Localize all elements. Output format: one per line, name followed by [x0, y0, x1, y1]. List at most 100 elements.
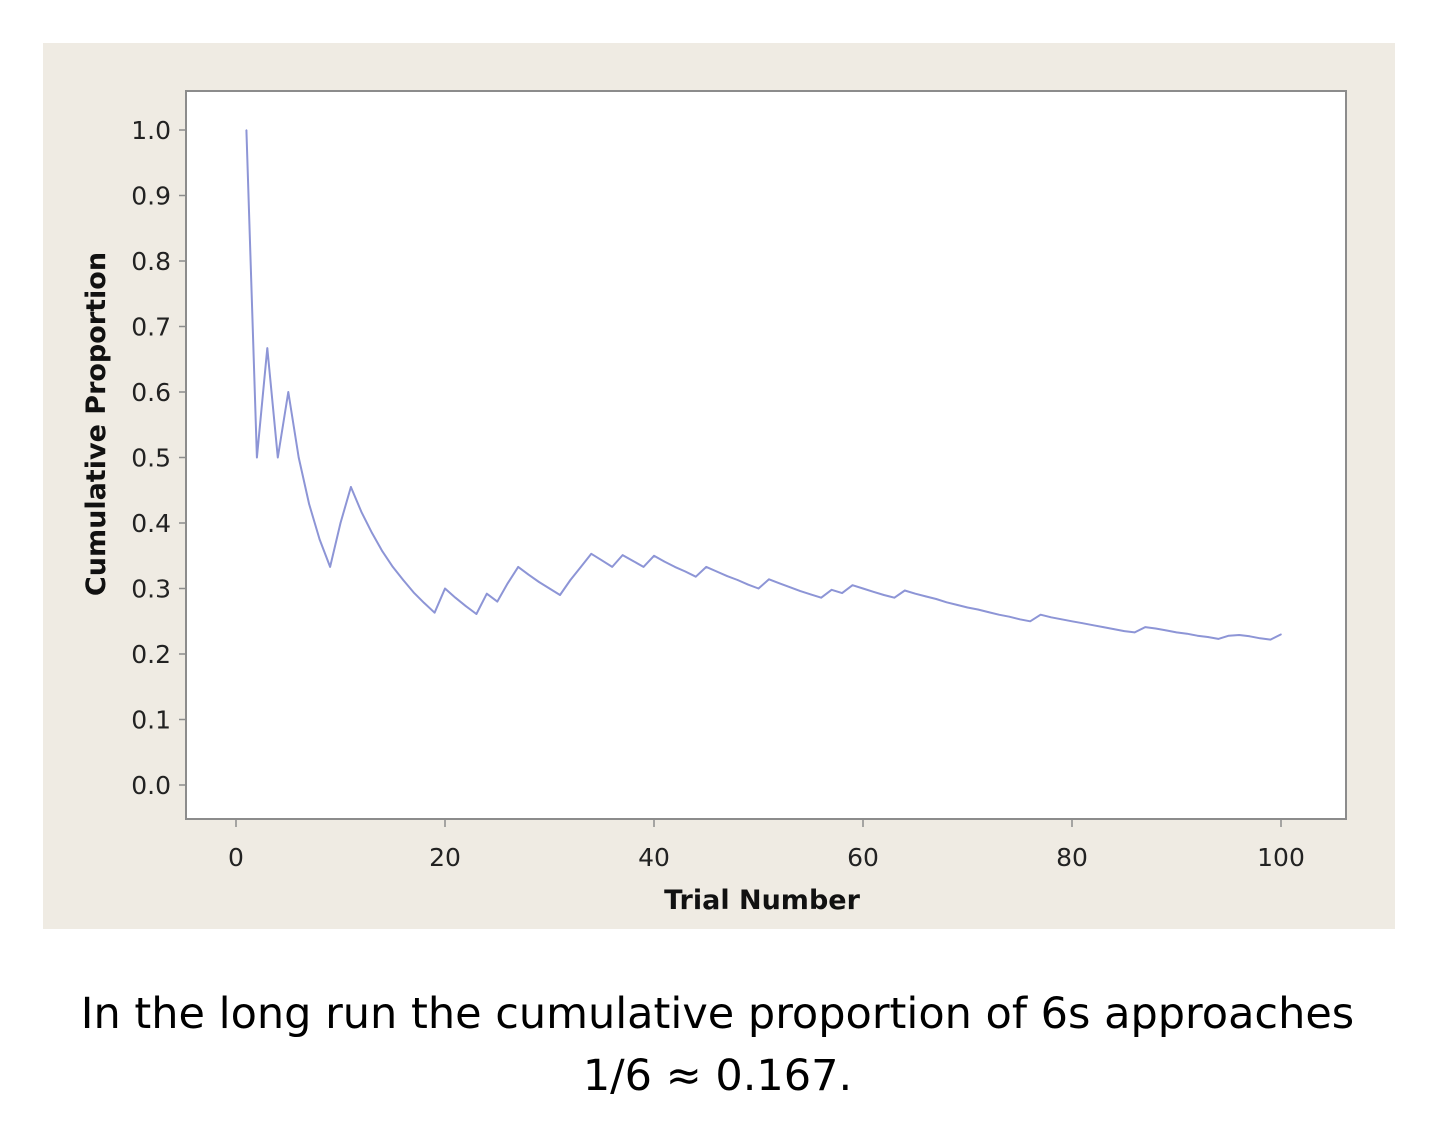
data-point: [1227, 634, 1230, 637]
data-point: [287, 391, 290, 393]
data-point: [1113, 628, 1115, 630]
x-axis-title: Trial Number: [664, 885, 860, 916]
data-point: [391, 566, 394, 568]
data-point: [1238, 634, 1240, 636]
figure-caption: In the long run the cumulative proportio…: [0, 983, 1435, 1107]
data-point: [1029, 620, 1031, 623]
data-point: [1081, 622, 1084, 625]
y-tick-label: 0.5: [131, 444, 171, 473]
data-point: [1248, 635, 1251, 638]
data-point: [945, 601, 948, 604]
data-point: [736, 579, 739, 581]
data-point: [1207, 636, 1209, 638]
data-point: [1269, 638, 1272, 641]
caption-line-2: 1/6 ≈ 0.167.: [582, 1051, 853, 1101]
x-tick-label: 0: [228, 843, 244, 872]
data-point: [538, 581, 540, 583]
series-layer: [245, 129, 1282, 641]
data-point: [1123, 630, 1126, 632]
x-tick-label: 80: [1056, 843, 1088, 872]
data-point: [433, 611, 436, 614]
y-tick-label: 1.0: [131, 116, 171, 145]
data-point: [402, 579, 405, 581]
y-tick-label: 0.6: [131, 378, 171, 407]
data-point: [684, 570, 687, 573]
data-point: [423, 602, 425, 604]
data-point: [904, 589, 906, 592]
data-point: [1154, 627, 1157, 630]
data-point: [1175, 631, 1178, 634]
data-point: [1039, 613, 1042, 616]
data-point: [653, 554, 655, 557]
data-point: [548, 587, 551, 590]
data-point: [1259, 637, 1261, 640]
data-point: [308, 503, 310, 505]
data-point: [977, 608, 979, 611]
data-point: [371, 532, 373, 534]
data-point: [454, 596, 457, 599]
data-point: [705, 566, 708, 568]
data-point: [809, 593, 812, 596]
data-point: [444, 587, 446, 590]
data-point: [642, 566, 645, 568]
data-point: [1144, 626, 1146, 628]
data-point: [799, 590, 802, 592]
y-tick-label: 0.9: [131, 182, 171, 211]
data-point: [517, 566, 519, 568]
y-tick-label: 0.3: [131, 575, 171, 604]
data-point: [1071, 620, 1073, 623]
data-point: [1008, 615, 1011, 618]
data-point: [747, 583, 749, 586]
x-axis: 0 20 40 60 80 100: [228, 819, 1305, 872]
data-point: [527, 573, 530, 576]
data-point: [663, 560, 666, 563]
data-point: [465, 605, 467, 607]
y-tick-label: 0.4: [131, 509, 171, 538]
data-point: [339, 522, 342, 524]
data-point: [726, 575, 728, 577]
data-point: [1165, 629, 1167, 632]
data-point: [830, 589, 833, 591]
data-point: [632, 560, 634, 562]
data-point: [559, 594, 561, 596]
data-point: [695, 575, 697, 578]
data-point: [757, 587, 760, 590]
y-tick-label: 0.0: [131, 771, 171, 800]
data-point: [1217, 638, 1220, 640]
data-point: [1018, 618, 1021, 621]
data-point: [1186, 632, 1188, 635]
data-point: [1280, 633, 1282, 636]
data-point: [569, 579, 572, 581]
data-point: [820, 596, 822, 599]
data-point: [600, 559, 603, 562]
x-tick-label: 60: [847, 843, 879, 872]
x-tick-label: 40: [638, 843, 670, 872]
data-point: [789, 586, 791, 588]
data-point: [1133, 631, 1136, 634]
data-point: [935, 598, 937, 600]
data-point: [611, 566, 613, 568]
data-point: [350, 486, 352, 488]
data-point: [883, 594, 885, 596]
series-line: [245, 129, 1282, 641]
data-point: [893, 596, 896, 599]
data-point: [621, 554, 624, 556]
data-point: [956, 604, 958, 606]
data-point: [1196, 634, 1199, 637]
data-point: [851, 584, 854, 587]
y-axis: 0.0 0.1 0.2 0.3 0.4 0.5 0.6 0.7 0.8 0.9 1.0: [131, 116, 186, 800]
data-point: [1102, 626, 1105, 628]
data-point: [360, 511, 363, 513]
data-point: [329, 566, 331, 568]
y-tick-label: 0.7: [131, 313, 171, 342]
x-tick-label: 100: [1257, 843, 1305, 872]
data-point: [297, 456, 300, 459]
data-point: [1092, 624, 1094, 626]
caption-line-1: In the long run the cumulative proportio…: [80, 989, 1355, 1039]
chart-panel: 0.0 0.1 0.2 0.3 0.4 0.5 0.6 0.7 0.8 0.9 1.0 0 20 40 6…: [43, 43, 1395, 929]
data-point: [506, 582, 509, 585]
data-point: [872, 590, 875, 593]
data-point: [987, 611, 990, 613]
data-point: [768, 578, 770, 581]
data-point: [496, 600, 499, 603]
